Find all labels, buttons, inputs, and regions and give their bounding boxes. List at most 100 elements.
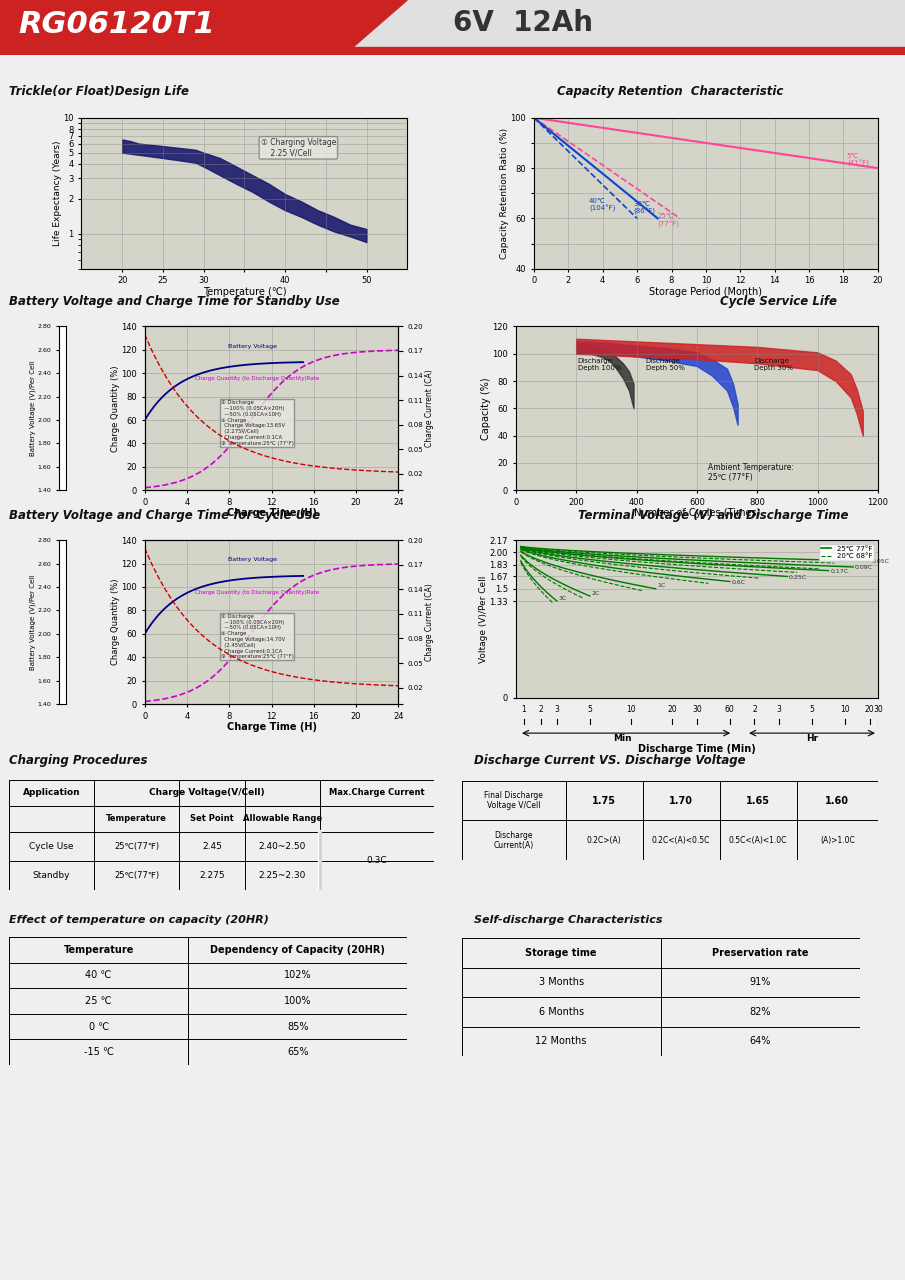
Text: 0 ℃: 0 ℃ bbox=[89, 1021, 109, 1032]
Text: 30: 30 bbox=[873, 705, 882, 714]
Text: 10: 10 bbox=[626, 705, 636, 714]
Text: Allowable Range: Allowable Range bbox=[243, 814, 321, 823]
Text: 25 ℃: 25 ℃ bbox=[85, 996, 112, 1006]
Text: 2.40~2.50: 2.40~2.50 bbox=[259, 842, 306, 851]
X-axis label: Storage Period (Month): Storage Period (Month) bbox=[650, 287, 762, 297]
Text: RG06120T1: RG06120T1 bbox=[18, 10, 214, 40]
Text: 25℃(77℉): 25℃(77℉) bbox=[114, 870, 159, 879]
Polygon shape bbox=[0, 0, 407, 55]
Text: 12 Months: 12 Months bbox=[536, 1037, 586, 1046]
Text: 3C: 3C bbox=[558, 595, 567, 600]
Y-axis label: Charge Quantity (%): Charge Quantity (%) bbox=[111, 365, 120, 452]
Text: 1.75: 1.75 bbox=[592, 796, 616, 805]
Text: 20: 20 bbox=[667, 705, 677, 714]
Y-axis label: Charge Current (CA): Charge Current (CA) bbox=[425, 370, 434, 447]
Text: Self-discharge Characteristics: Self-discharge Characteristics bbox=[474, 915, 662, 924]
Text: 91%: 91% bbox=[749, 978, 771, 987]
Text: 0.09C: 0.09C bbox=[855, 566, 873, 570]
Text: 85%: 85% bbox=[287, 1021, 309, 1032]
Text: 10: 10 bbox=[840, 705, 850, 714]
Text: 0.3C: 0.3C bbox=[367, 856, 387, 865]
Text: Dependency of Capacity (20HR): Dependency of Capacity (20HR) bbox=[210, 945, 386, 955]
Text: Standby: Standby bbox=[33, 870, 71, 879]
Text: 6V  12Ah: 6V 12Ah bbox=[452, 9, 593, 37]
Text: Charge Quantity (to Discharge Quantity)Rate: Charge Quantity (to Discharge Quantity)R… bbox=[195, 376, 319, 381]
Text: 2.275: 2.275 bbox=[199, 870, 224, 879]
Text: 0.2C>(A): 0.2C>(A) bbox=[586, 836, 622, 845]
Text: Discharge Current VS. Discharge Voltage: Discharge Current VS. Discharge Voltage bbox=[474, 754, 746, 767]
Text: Hr: Hr bbox=[806, 735, 818, 744]
Text: Preservation rate: Preservation rate bbox=[712, 948, 808, 957]
Y-axis label: Battery Voltage (V)/Per Cell: Battery Voltage (V)/Per Cell bbox=[30, 575, 36, 669]
Text: 3: 3 bbox=[555, 705, 559, 714]
X-axis label: Charge Time (H): Charge Time (H) bbox=[226, 722, 317, 732]
Text: Battery Voltage: Battery Voltage bbox=[228, 344, 278, 348]
Text: ① Discharge
  —100% (0.05CA×20H)
  —50% (0.05CA×10H)
② Charge
  Charge Voltage:1: ① Discharge —100% (0.05CA×20H) —50% (0.0… bbox=[221, 614, 294, 659]
Text: 30℃
(86°F): 30℃ (86°F) bbox=[634, 201, 656, 215]
Y-axis label: Voltage (V)/Per Cell: Voltage (V)/Per Cell bbox=[479, 575, 488, 663]
Text: Charging Procedures: Charging Procedures bbox=[9, 754, 148, 767]
Text: 102%: 102% bbox=[284, 970, 311, 980]
Text: Discharge
Depth 50%: Discharge Depth 50% bbox=[645, 358, 684, 371]
Text: 0.25C: 0.25C bbox=[789, 575, 807, 580]
X-axis label: Number of Cycles (Times): Number of Cycles (Times) bbox=[634, 508, 760, 518]
Text: Effect of temperature on capacity (20HR): Effect of temperature on capacity (20HR) bbox=[9, 915, 269, 924]
Y-axis label: Life Expectancy (Years): Life Expectancy (Years) bbox=[52, 141, 62, 246]
Text: 0.2C<(A)<0.5C: 0.2C<(A)<0.5C bbox=[652, 836, 710, 845]
Text: 60: 60 bbox=[725, 705, 735, 714]
Text: 2: 2 bbox=[752, 705, 757, 714]
Text: 3: 3 bbox=[776, 705, 782, 714]
Text: Battery Voltage: Battery Voltage bbox=[228, 558, 278, 562]
X-axis label: Charge Time (H): Charge Time (H) bbox=[226, 508, 317, 518]
Text: 65%: 65% bbox=[287, 1047, 309, 1057]
Text: 1: 1 bbox=[521, 705, 527, 714]
Text: Cycle Service Life: Cycle Service Life bbox=[719, 294, 837, 308]
Text: ① Charging Voltage
    2.25 V/Cell: ① Charging Voltage 2.25 V/Cell bbox=[261, 138, 336, 157]
Legend: 25℃ 77°F, 20℃ 68°F: 25℃ 77°F, 20℃ 68°F bbox=[819, 544, 874, 561]
Text: 1C: 1C bbox=[657, 584, 665, 589]
Text: Trickle(or Float)Design Life: Trickle(or Float)Design Life bbox=[9, 84, 189, 99]
Text: Terminal Voltage (V) and Discharge Time: Terminal Voltage (V) and Discharge Time bbox=[578, 509, 848, 522]
Text: Capacity Retention  Characteristic: Capacity Retention Characteristic bbox=[557, 84, 783, 99]
Text: 5: 5 bbox=[587, 705, 593, 714]
Text: -15 ℃: -15 ℃ bbox=[83, 1047, 114, 1057]
Y-axis label: Charge Current (CA): Charge Current (CA) bbox=[425, 584, 434, 660]
Text: Cycle Use: Cycle Use bbox=[29, 842, 74, 851]
Text: 0.17C: 0.17C bbox=[830, 568, 848, 573]
Text: 1.65: 1.65 bbox=[746, 796, 770, 805]
Text: Charge Quantity (to Discharge Quantity)Rate: Charge Quantity (to Discharge Quantity)R… bbox=[195, 590, 319, 595]
Text: Max.Charge Current: Max.Charge Current bbox=[329, 788, 424, 797]
Text: 1.70: 1.70 bbox=[669, 796, 693, 805]
Y-axis label: Charge Quantity (%): Charge Quantity (%) bbox=[111, 579, 120, 666]
Text: Battery Voltage and Charge Time for Standby Use: Battery Voltage and Charge Time for Stan… bbox=[9, 294, 339, 308]
Text: Discharge
Depth 30%: Discharge Depth 30% bbox=[754, 358, 793, 371]
Text: Discharge
Current(A): Discharge Current(A) bbox=[493, 831, 534, 850]
Text: 0.05C: 0.05C bbox=[872, 559, 890, 564]
Polygon shape bbox=[344, 0, 905, 55]
Text: 25℃(77℉): 25℃(77℉) bbox=[114, 842, 159, 851]
Text: 2.45: 2.45 bbox=[202, 842, 222, 851]
Y-axis label: Capacity (%): Capacity (%) bbox=[481, 378, 491, 439]
Text: 82%: 82% bbox=[749, 1007, 771, 1016]
Text: 2C: 2C bbox=[592, 590, 600, 595]
Text: 40℃
(104°F): 40℃ (104°F) bbox=[589, 198, 615, 212]
Text: (A)>1.0C: (A)>1.0C bbox=[820, 836, 854, 845]
Text: Charge Voltage(V/Cell): Charge Voltage(V/Cell) bbox=[149, 788, 264, 797]
Text: Discharge Time (Min): Discharge Time (Min) bbox=[638, 745, 756, 754]
Text: Application: Application bbox=[23, 788, 81, 797]
Text: 100%: 100% bbox=[284, 996, 311, 1006]
Text: 40 ℃: 40 ℃ bbox=[85, 970, 112, 980]
Text: 5: 5 bbox=[810, 705, 814, 714]
Text: 0.5C<(A)<1.0C: 0.5C<(A)<1.0C bbox=[729, 836, 787, 845]
Text: 2.25~2.30: 2.25~2.30 bbox=[259, 870, 306, 879]
Text: 64%: 64% bbox=[749, 1037, 771, 1046]
Y-axis label: Battery Voltage (V)/Per Cell: Battery Voltage (V)/Per Cell bbox=[30, 361, 36, 456]
Text: 25℃
(77°F): 25℃ (77°F) bbox=[658, 214, 680, 228]
Text: 2: 2 bbox=[538, 705, 543, 714]
Text: ① Discharge
  —100% (0.05CA×20H)
  —50% (0.05CA×10H)
② Charge
  Charge Voltage:1: ① Discharge —100% (0.05CA×20H) —50% (0.0… bbox=[221, 401, 294, 445]
Text: 30: 30 bbox=[692, 705, 701, 714]
Text: 0.6C: 0.6C bbox=[731, 580, 746, 585]
Text: Discharge
Depth 100%: Discharge Depth 100% bbox=[577, 358, 621, 371]
Text: Ambient Temperature:
25℃ (77°F): Ambient Temperature: 25℃ (77°F) bbox=[708, 463, 794, 483]
Text: 20: 20 bbox=[865, 705, 874, 714]
